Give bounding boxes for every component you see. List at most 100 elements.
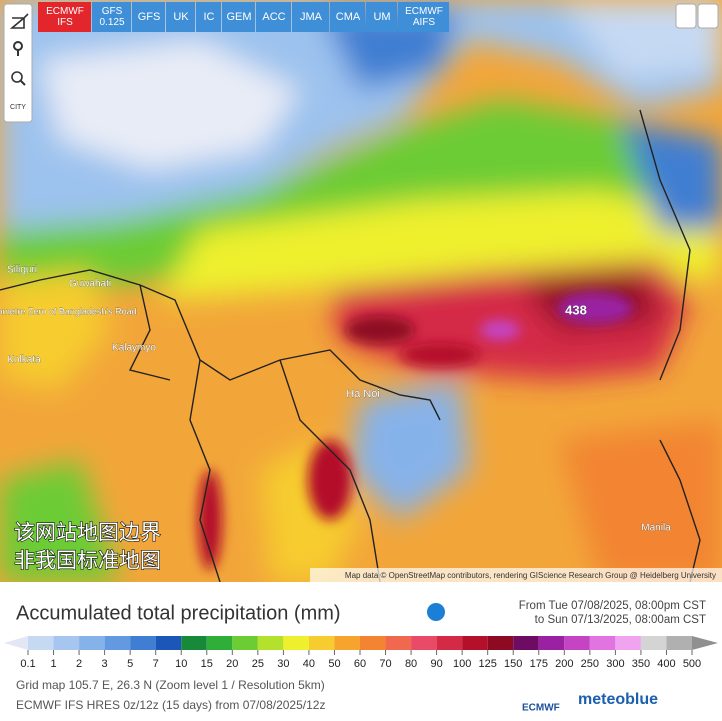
legend-swatch	[334, 636, 360, 650]
legend-label: 10	[175, 658, 187, 670]
tool-fullscreen[interactable]	[9, 13, 29, 29]
logo: meteoblue	[578, 691, 658, 708]
legend-label: 400	[657, 658, 675, 670]
model-button-label: JMA	[300, 11, 323, 23]
model-button[interactable]	[292, 2, 329, 32]
legend-swatch	[232, 636, 258, 650]
watermark: 非我国标准地图	[14, 549, 161, 573]
map-label: Siliguri	[7, 265, 37, 276]
legend-swatch	[53, 636, 80, 650]
panel-title: Accumulated total precipitation (mm)	[16, 602, 341, 624]
model-button[interactable]	[92, 2, 131, 32]
legend-swatch	[640, 636, 667, 650]
map-label: 438	[565, 302, 587, 317]
model-button[interactable]	[38, 2, 91, 32]
legend-swatch	[564, 636, 590, 650]
map-label: Kolkata	[7, 355, 41, 366]
legend-label: 250	[581, 658, 599, 670]
attribution: Map data © OpenStreetMap contributors, r…	[345, 571, 716, 580]
legend-swatch	[130, 636, 156, 650]
model-button-label: GFS	[138, 11, 161, 23]
model-button[interactable]	[196, 2, 221, 32]
legend-label: 40	[303, 658, 315, 670]
model-button[interactable]	[256, 2, 291, 32]
legend-label: 100	[453, 658, 471, 670]
legend-swatch	[538, 636, 565, 650]
legend-swatch	[4, 636, 28, 650]
model-button-label: IC	[204, 11, 215, 23]
export-button[interactable]	[697, 3, 719, 29]
legend-swatch	[666, 636, 692, 650]
legend-label: 5	[127, 658, 133, 670]
tool-zoom-handle	[20, 80, 26, 86]
tool-city[interactable]: CITY	[10, 104, 26, 111]
model-button-label: CMA	[336, 11, 361, 23]
model-button[interactable]	[398, 2, 449, 32]
model-button-label: UK	[173, 11, 189, 23]
legend-swatch	[104, 636, 131, 650]
legend-swatch	[462, 636, 488, 650]
legend-swatch	[589, 636, 616, 650]
legend-label: 50	[328, 658, 340, 670]
map-label: Kalaymyo	[112, 343, 156, 354]
map-label: Manila	[641, 523, 671, 534]
legend-label: 200	[555, 658, 573, 670]
legend-label: 25	[252, 658, 264, 670]
legend-swatch	[308, 636, 335, 650]
model-button-label: ECMWF IFS	[46, 6, 84, 28]
period: to Sun 07/13/2025, 08:00am CST	[535, 614, 706, 626]
legend-label: 30	[277, 658, 289, 670]
map-label: Ha Noi	[346, 388, 380, 400]
model-button[interactable]	[222, 2, 255, 32]
legend-label: 300	[606, 658, 624, 670]
model-button-label: GEM	[226, 11, 251, 23]
legend-label: 175	[530, 658, 548, 670]
watermark: 该网站地图边界	[14, 521, 161, 545]
model-button[interactable]	[166, 2, 195, 32]
legend-label: 2	[76, 658, 82, 670]
map-label: Kilometre Zero of Bangladesh's Road	[0, 306, 137, 316]
period: From Tue 07/08/2025, 08:00pm CST	[519, 600, 706, 612]
legend-swatch	[155, 636, 182, 650]
legend-label: 3	[102, 658, 108, 670]
attribution-bg	[310, 568, 722, 582]
legend-swatch	[385, 636, 412, 650]
model-button[interactable]	[330, 2, 365, 32]
model-button[interactable]	[132, 2, 165, 32]
legend-label: 350	[632, 658, 650, 670]
legend-label: 500	[683, 658, 701, 670]
legend-swatch	[615, 636, 641, 650]
legend-swatch	[360, 636, 386, 650]
legend-swatch	[487, 636, 514, 650]
legend-label: 20	[226, 658, 238, 670]
legend-label: 60	[354, 658, 366, 670]
model-button-label: ECMWF AIFS	[405, 6, 443, 28]
legend-swatch	[206, 636, 233, 650]
legend-label: 7	[153, 658, 159, 670]
model-button[interactable]	[366, 2, 397, 32]
model-button-label: GFS 0.125	[99, 6, 124, 28]
legend-swatch	[257, 636, 284, 650]
legend-swatch	[513, 636, 539, 650]
legend-label: 90	[430, 658, 442, 670]
legend-label: 125	[479, 658, 497, 670]
legend-swatch	[283, 636, 309, 650]
legend-label: 0.1	[20, 658, 35, 670]
share-button[interactable]	[675, 3, 697, 29]
info-line: ECMWF IFS HRES 0z/12z (15 days) from 07/…	[16, 698, 325, 712]
logo: ECMWF	[522, 703, 560, 714]
legend-swatch	[181, 636, 207, 650]
legend-label: 70	[379, 658, 391, 670]
legend-swatch	[79, 636, 105, 650]
legend-label: 1	[50, 658, 56, 670]
map[interactable]	[0, 0, 722, 582]
model-button-label: UM	[373, 11, 390, 23]
tool-zoom[interactable]	[11, 71, 23, 83]
legend-label: 15	[201, 658, 213, 670]
info-icon[interactable]	[427, 603, 445, 621]
model-button-label: ACC	[262, 11, 285, 23]
tool-panel	[3, 3, 33, 123]
legend-label: 150	[504, 658, 522, 670]
